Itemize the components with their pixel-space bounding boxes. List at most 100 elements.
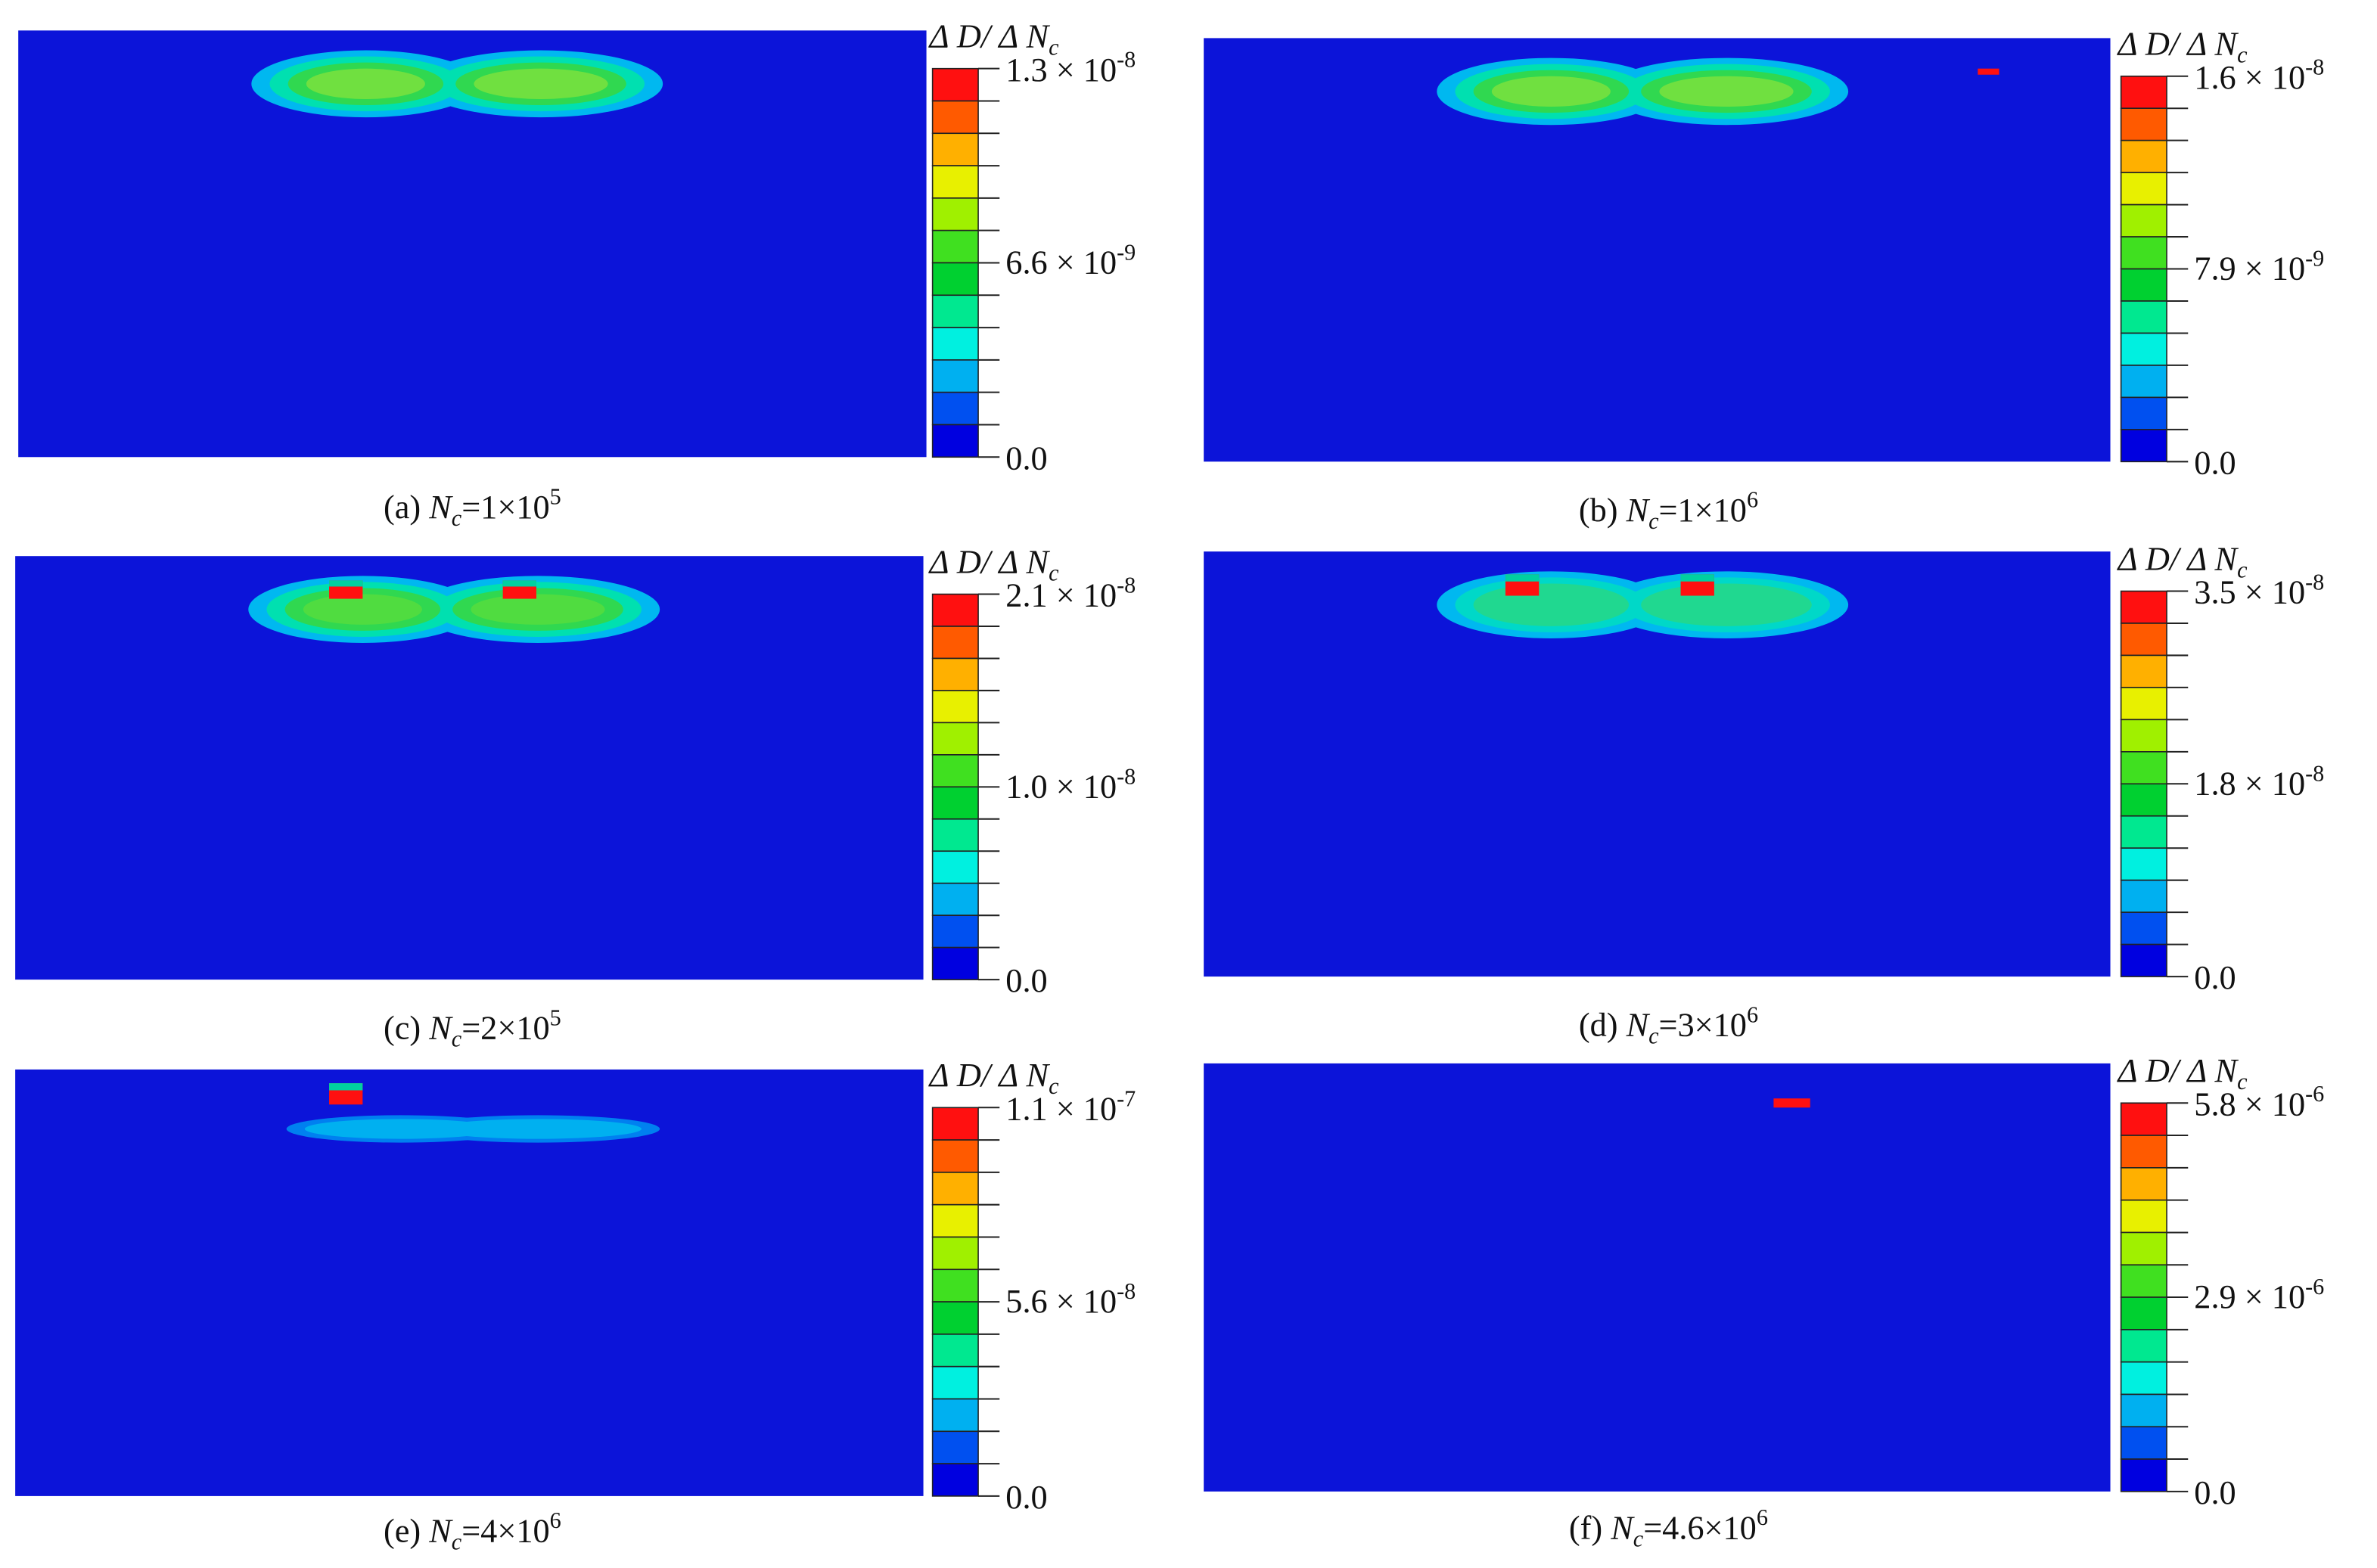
label-exponent: -8 xyxy=(1117,763,1136,789)
title-symbol: Δ D/ Δ N xyxy=(928,1057,1051,1094)
colorbar-band xyxy=(2120,172,2167,206)
label-mantissa: 1.0 × 10 xyxy=(1005,768,1117,805)
title-subscript: c xyxy=(1049,560,1059,585)
colorbar-band xyxy=(931,1430,979,1464)
colorbar-band xyxy=(2120,783,2167,817)
colorbar-band xyxy=(931,229,979,264)
label-exponent: -6 xyxy=(2305,1274,2324,1299)
caption-exponent: 6 xyxy=(1747,1002,1758,1028)
colorbar-label: 1.6 × 10-8 xyxy=(2194,54,2324,96)
colorbar-band xyxy=(2120,1458,2167,1492)
hotspot-edge xyxy=(329,1083,363,1091)
caption-subscript: c xyxy=(452,1529,462,1554)
caption-subscript: c xyxy=(1648,508,1659,534)
colorbar-band xyxy=(931,1268,979,1303)
label-exponent: -8 xyxy=(1117,1278,1136,1304)
colorbar-label: 3.5 × 10-8 xyxy=(2194,570,2324,611)
colorbar-band xyxy=(931,818,979,852)
caption-equals: =1×10 xyxy=(1659,492,1747,529)
panel-caption: (c) Nc=2×105 xyxy=(384,1005,561,1052)
colorbar-band xyxy=(2120,365,2167,399)
label-exponent: -8 xyxy=(2305,760,2324,786)
colorbar-label: 6.6 × 10-9 xyxy=(1005,239,1136,281)
colorbar-band xyxy=(2120,107,2167,141)
colorbar-band xyxy=(931,850,979,884)
caption-subscript: c xyxy=(1633,1526,1644,1551)
caption-letter: (d) xyxy=(1579,1007,1627,1044)
colorbar-band xyxy=(931,1107,979,1141)
panel: Δ D/ Δ Nc1.6 × 10-87.9 × 10-90.0(b) Nc=1… xyxy=(1204,26,2324,534)
hotspot-edge xyxy=(1680,574,1714,582)
colorbar-band xyxy=(2120,815,2167,849)
title-subscript: c xyxy=(1049,1073,1059,1099)
colorbar-label: 2.9 × 10-6 xyxy=(2194,1274,2324,1315)
caption-symbol: N xyxy=(428,1010,453,1047)
colorbar-label: 2.1 × 10-8 xyxy=(1005,573,1136,614)
label-mantissa: 0.0 xyxy=(2194,444,2236,481)
colorbar-title: Δ D/ Δ Nc xyxy=(2117,26,2248,68)
label-exponent: -9 xyxy=(1117,239,1136,265)
colorbar-band xyxy=(931,262,979,297)
label-mantissa: 6.6 × 10 xyxy=(1005,244,1117,281)
hotspot-edge xyxy=(502,580,536,587)
caption-symbol: N xyxy=(1626,1007,1651,1044)
colorbar-band xyxy=(2120,1102,2167,1136)
colorbar-band xyxy=(931,1236,979,1271)
colorbar-band xyxy=(931,1365,979,1400)
label-mantissa: 1.6 × 10 xyxy=(2194,59,2305,96)
colorbar-band xyxy=(2120,751,2167,785)
panel-caption: (f) Nc=4.6×106 xyxy=(1569,1504,1768,1551)
colorbar-band xyxy=(931,657,979,691)
colorbar-band xyxy=(2120,1264,2167,1298)
damage-zone xyxy=(306,68,425,99)
title-symbol: Δ D/ Δ N xyxy=(2117,26,2239,63)
colorbar-band xyxy=(2120,911,2167,945)
label-mantissa: 7.9 × 10 xyxy=(2194,250,2305,287)
panel: Δ D/ Δ Nc1.1 × 10-75.6 × 10-80.0(e) Nc=4… xyxy=(15,1057,1136,1554)
label-mantissa: 1.8 × 10 xyxy=(2194,765,2305,802)
colorbar-band xyxy=(2120,396,2167,430)
caption-symbol: N xyxy=(1626,492,1651,529)
panel: Δ D/ Δ Nc1.3 × 10-86.6 × 10-90.0(a) Nc=1… xyxy=(18,17,1136,531)
panel-caption: (d) Nc=3×106 xyxy=(1579,1002,1758,1049)
title-subscript: c xyxy=(2237,1069,2248,1094)
colorbar-band xyxy=(2120,1361,2167,1396)
label-exponent: -8 xyxy=(2305,54,2324,80)
label-mantissa: 1.3 × 10 xyxy=(1005,51,1117,88)
colorbar-band xyxy=(2120,623,2167,657)
colorbar-band xyxy=(931,946,979,980)
colorbar-label: 1.8 × 10-8 xyxy=(2194,760,2324,802)
colorbar-band xyxy=(931,593,979,627)
colorbar-band xyxy=(931,165,979,199)
colorbar-label: 1.1 × 10-7 xyxy=(1005,1085,1136,1127)
caption-letter: (e) xyxy=(384,1512,429,1549)
colorbar-band xyxy=(931,754,979,788)
colorbar-band xyxy=(931,882,979,916)
colorbar-band xyxy=(931,294,979,328)
colorbar-label: 1.3 × 10-8 xyxy=(1005,47,1136,88)
label-mantissa: 2.1 × 10 xyxy=(1005,577,1117,614)
caption-symbol: N xyxy=(1610,1509,1635,1546)
caption-symbol: N xyxy=(428,489,453,526)
caption-exponent: 6 xyxy=(1757,1504,1768,1530)
caption-equals: =4.6×10 xyxy=(1643,1509,1757,1546)
colorbar-band xyxy=(2120,654,2167,688)
caption-subscript: c xyxy=(452,505,462,531)
label-mantissa: 1.1 × 10 xyxy=(1005,1090,1117,1127)
colorbar-band xyxy=(931,359,979,393)
colorbar-label: 0.0 xyxy=(1005,962,1047,999)
damage-zone xyxy=(1473,583,1630,626)
colorbar-band xyxy=(931,786,979,820)
label-exponent: -9 xyxy=(2305,246,2324,272)
damage-zone xyxy=(1641,583,1812,626)
damage-zone xyxy=(1659,76,1794,107)
label-mantissa: 2.9 × 10 xyxy=(2194,1278,2305,1315)
colorbar-band xyxy=(931,914,979,949)
colorbar-band xyxy=(931,1334,979,1368)
colorbar-title: Δ D/ Δ Nc xyxy=(2117,540,2248,582)
caption-equals: =1×10 xyxy=(461,489,549,526)
contour-field xyxy=(15,1069,924,1496)
caption-exponent: 6 xyxy=(1747,487,1758,513)
colorbar-band xyxy=(2120,75,2167,110)
